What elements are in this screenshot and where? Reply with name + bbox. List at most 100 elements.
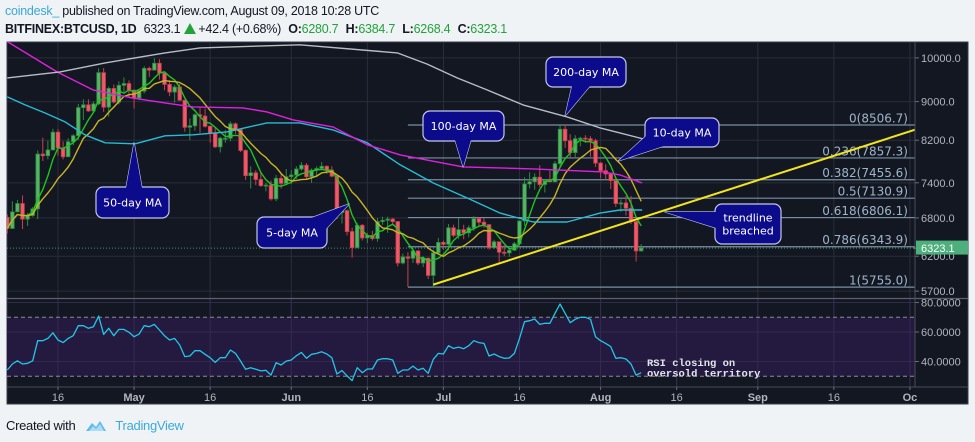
candle[interactable] xyxy=(623,195,629,216)
candle[interactable] xyxy=(172,84,177,103)
last-price: 6323.1 xyxy=(143,22,181,36)
fib-level-label: 0.5(7130.9) xyxy=(838,185,908,199)
candle[interactable] xyxy=(502,245,507,257)
candle[interactable] xyxy=(344,209,350,236)
candle[interactable] xyxy=(76,103,81,140)
rsi-axis[interactable]: 80.0000 60.0000 40.0000 xyxy=(915,298,961,369)
candle[interactable] xyxy=(15,199,20,213)
rsi-line[interactable] xyxy=(7,303,642,382)
callout-ma200[interactable]: 200-day MA xyxy=(545,56,627,117)
candle[interactable] xyxy=(522,177,527,226)
candle[interactable] xyxy=(385,216,390,233)
candle[interactable] xyxy=(491,239,497,249)
time-axis-label: Jul xyxy=(435,392,451,404)
ma-line-10[interactable] xyxy=(7,79,642,258)
time-axis-label: 16 xyxy=(671,392,683,404)
candle[interactable] xyxy=(253,170,258,186)
candle[interactable] xyxy=(121,77,127,93)
candle[interactable] xyxy=(613,177,619,208)
fibonacci-retracement[interactable]: 0(8506.7) 0.236(7857.3) 0.382(7455.6) 0.5(7… xyxy=(407,111,915,288)
fib-level-label: 0.236(7857.3) xyxy=(822,144,908,158)
ma-line-50[interactable] xyxy=(7,96,643,223)
candle[interactable] xyxy=(562,125,568,148)
time-axis-label: 16 xyxy=(361,392,373,404)
ma-line-200[interactable] xyxy=(7,44,644,140)
candle[interactable] xyxy=(375,217,380,242)
candle[interactable] xyxy=(263,182,269,192)
candle[interactable] xyxy=(6,214,10,234)
candle[interactable] xyxy=(238,129,243,153)
candle[interactable] xyxy=(182,99,187,132)
candle[interactable] xyxy=(258,171,264,187)
open-label: O: xyxy=(288,22,302,36)
candle[interactable] xyxy=(496,241,502,263)
callout-ma5[interactable]: 5-day MA xyxy=(256,203,350,249)
candle[interactable] xyxy=(400,253,406,265)
candle[interactable] xyxy=(65,138,71,158)
trendline[interactable] xyxy=(432,128,915,286)
candle[interactable] xyxy=(436,237,441,254)
candle[interactable] xyxy=(349,227,355,258)
fib-level-label: 1(5755.0) xyxy=(849,274,908,288)
candle[interactable] xyxy=(441,240,446,250)
candle[interactable] xyxy=(45,140,51,160)
candle[interactable] xyxy=(461,224,466,240)
time-axis[interactable]: 16 May 16 Jun 16 Jul 16 Aug 16 Sep 16 Oc xyxy=(52,387,917,404)
candle[interactable] xyxy=(405,252,411,287)
candle[interactable] xyxy=(299,162,304,171)
symbol-label[interactable]: BITFINEX:BTCUSD, 1D xyxy=(5,22,137,36)
candle[interactable] xyxy=(273,175,279,202)
tradingview-logo-icon[interactable] xyxy=(85,418,107,432)
fib-level-label: 0.786(6343.9) xyxy=(822,233,908,247)
callout-ma50[interactable]: 50-day MA xyxy=(95,142,170,219)
candle[interactable] xyxy=(101,67,106,112)
candle[interactable] xyxy=(638,244,644,252)
time-axis-label: 16 xyxy=(513,392,525,404)
candle[interactable] xyxy=(50,128,56,151)
time-axis-label: Aug xyxy=(590,392,611,404)
fib-level-label: 0.382(7455.6) xyxy=(822,166,908,180)
candle[interactable] xyxy=(557,125,563,167)
price-chart[interactable]: 0(8506.7) 0.236(7857.3) 0.382(7455.6) 0.5(7… xyxy=(0,0,975,410)
candle[interactable] xyxy=(243,149,248,181)
candle[interactable] xyxy=(187,118,193,141)
candle[interactable] xyxy=(527,172,532,189)
candle[interactable] xyxy=(20,195,25,230)
candle[interactable] xyxy=(319,162,324,170)
callout-ma10[interactable]: 10-day MA xyxy=(617,117,720,162)
candle[interactable] xyxy=(446,224,451,251)
chart-area[interactable]: 0(8506.7) 0.236(7857.3) 0.382(7455.6) 0.5(7… xyxy=(0,0,975,410)
publisher-link[interactable]: coindesk_ xyxy=(5,4,60,18)
ma-line-5[interactable] xyxy=(7,71,642,262)
candle[interactable] xyxy=(532,173,537,190)
candle[interactable] xyxy=(598,162,603,179)
callout-ma100[interactable]: 100-day MA xyxy=(422,110,505,168)
candle[interactable] xyxy=(451,224,456,238)
candle[interactable] xyxy=(86,99,91,112)
candle[interactable] xyxy=(35,150,40,220)
candle[interactable] xyxy=(152,58,157,71)
candle[interactable] xyxy=(588,136,593,157)
candle[interactable] xyxy=(304,163,309,179)
current-price-label: 6323.1 xyxy=(921,243,955,255)
candle[interactable] xyxy=(431,249,436,288)
candle[interactable] xyxy=(192,113,198,131)
ma-line-100[interactable] xyxy=(7,42,643,184)
candle[interactable] xyxy=(167,80,172,97)
candle[interactable] xyxy=(633,220,639,262)
footer: Created with TradingView xyxy=(6,416,184,434)
candle[interactable] xyxy=(380,216,385,225)
tradingview-link[interactable]: TradingView xyxy=(115,417,184,433)
candle[interactable] xyxy=(147,66,152,77)
candle[interactable] xyxy=(40,137,46,161)
rsi-axis-label: 40.0000 xyxy=(921,356,961,368)
symbol-info-bar: BITFINEX:BTCUSD, 1D 6323.1 +42.4 (+0.68%)… xyxy=(5,21,507,38)
price-axis[interactable]: 10000.09000.08200.07400.06800.06200.0570… xyxy=(913,53,968,298)
candle[interactable] xyxy=(218,136,223,153)
callout-text: 5-day MA xyxy=(266,227,318,240)
candle[interactable] xyxy=(476,217,482,226)
candle[interactable] xyxy=(248,166,253,189)
candle[interactable] xyxy=(81,99,86,120)
